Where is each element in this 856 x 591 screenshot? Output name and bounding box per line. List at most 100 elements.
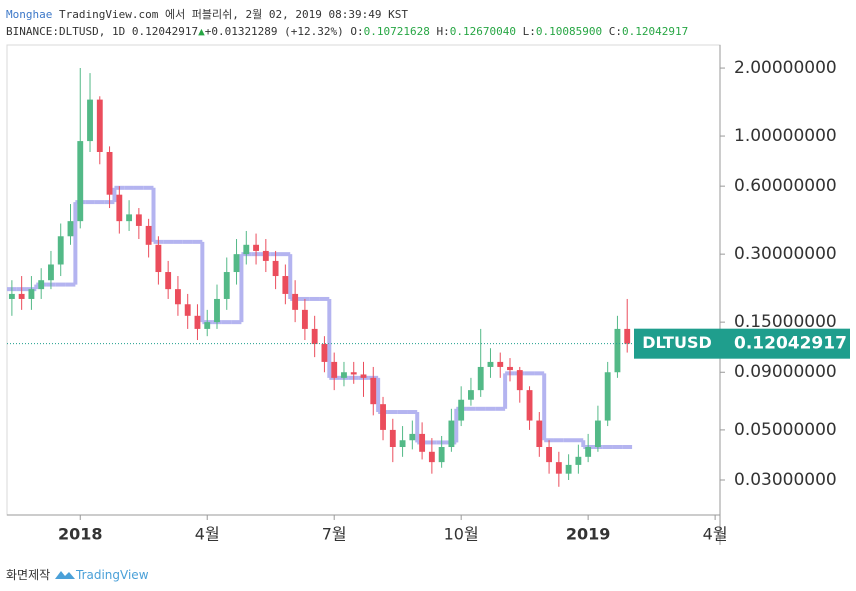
y-tick-label: 0.60000000 [734, 176, 837, 196]
y-tick-label: 1.00000000 [734, 126, 837, 146]
candle-body [174, 289, 181, 305]
candle-body [575, 456, 582, 465]
up-arrow: ▲ [198, 25, 205, 38]
candle-body [48, 264, 54, 281]
plot-frame [6, 44, 721, 516]
candle-body [614, 328, 621, 373]
candle-body [204, 322, 211, 329]
candle-body [233, 254, 240, 273]
c: 0.12042917 [621, 25, 689, 38]
candle-body [380, 404, 386, 430]
candle-body [360, 374, 367, 378]
x-tick-label: 2018 [58, 525, 103, 544]
change: +0.01321289 (+12.32%) [204, 25, 344, 38]
candle-body [428, 451, 435, 463]
candle-body [57, 236, 64, 265]
candle-body [116, 194, 123, 222]
published: TradingView.com 에서 퍼블리쉬, 2월 02, 2019 08:… [58, 8, 408, 21]
candle-body [67, 221, 74, 237]
c-label: C: [608, 25, 622, 38]
candle-body [272, 260, 279, 277]
candle-body [389, 429, 396, 448]
candle-body [96, 99, 103, 152]
y-tick-label: 2.00000000 [734, 58, 837, 78]
h: 0.12670040 [449, 25, 516, 38]
candle-body [87, 99, 93, 142]
candle-body [165, 272, 172, 290]
candle-body [282, 276, 289, 294]
candle-body [18, 293, 25, 299]
l: 0.10085900 [535, 25, 603, 38]
candle-body [253, 244, 259, 251]
candle-body [321, 344, 328, 362]
candle-body [419, 433, 426, 452]
candle-body [409, 433, 416, 441]
symbol-tag [634, 328, 720, 359]
header-line-2: BINANCE:DLTUSD, 1D 0.12042917▲+0.0132128… [6, 23, 688, 40]
made-by: 화면제작 [6, 568, 51, 582]
chart: 2.00000000 1.00000000 0.60000000 0.30000000… [6, 44, 850, 545]
header-line-1: Monghae TradingView.com 에서 퍼블리쉬, 2월 02, … [6, 6, 688, 23]
candle-body [370, 377, 377, 405]
candle-body [507, 366, 513, 371]
candle-body [438, 447, 445, 463]
candle-body [135, 214, 142, 226]
y-tick-label: 0.30000000 [734, 244, 837, 264]
x-tick-label: 2019 [566, 525, 611, 544]
last: 0.12042917 [131, 25, 199, 38]
candle-body [223, 272, 230, 299]
symbol: BINANCE:DLTUSD, 1D [6, 25, 126, 38]
candle-body [468, 390, 474, 400]
candle-body [106, 151, 113, 195]
brand[interactable]: TradingView [76, 568, 149, 582]
candle-body [477, 366, 484, 391]
candle-body [214, 298, 220, 323]
candle-body [341, 372, 347, 378]
price-tag-label: 0.12042917 [734, 334, 847, 354]
y-tick-label: 0.05000000 [734, 420, 837, 440]
candle-body [184, 304, 191, 316]
y-tick-label: 0.15000000 [734, 312, 837, 332]
y-tick-label: 0.03000000 [734, 470, 837, 490]
candle-body [546, 447, 553, 463]
candle-body [8, 293, 15, 299]
price-tag [720, 328, 850, 359]
candle-body [555, 462, 562, 474]
candle-body [350, 372, 357, 375]
candle-body [448, 420, 455, 448]
o-label: O: [350, 25, 364, 38]
candle-body [311, 328, 318, 345]
x-tick-label: 4월 [703, 525, 728, 544]
candle-body [536, 420, 543, 448]
candle-body [301, 309, 308, 329]
h-label: H: [436, 25, 450, 38]
candle-body [155, 244, 162, 273]
candle-body [194, 315, 201, 329]
x-tick-label: 10월 [444, 525, 479, 544]
candle-body [585, 447, 592, 457]
candle-body [126, 214, 133, 222]
x-tick-label: 4월 [195, 525, 220, 544]
author[interactable]: Monghae [6, 8, 53, 21]
logo [55, 571, 75, 579]
candle-body [565, 464, 572, 474]
y-tick-label: 0.09000000 [734, 362, 837, 382]
x-tick-label: 7월 [322, 525, 347, 544]
candle-body [331, 361, 338, 378]
candle-body [516, 370, 523, 391]
candle-body [262, 250, 269, 261]
candle-body [145, 225, 152, 245]
symbol-tag-label: DLTUSD [642, 333, 712, 352]
o: 0.10721628 [363, 25, 430, 38]
candle-body [28, 289, 35, 299]
l-label: L: [522, 25, 536, 38]
candle-body [399, 440, 406, 448]
candle-body [594, 420, 601, 448]
candle-body [497, 361, 504, 367]
candle-body [487, 361, 494, 367]
header: Monghae TradingView.com 에서 퍼블리쉬, 2월 02, … [6, 6, 688, 40]
candle-body [604, 372, 611, 421]
candle-body [526, 390, 533, 421]
candle-body [243, 244, 250, 255]
